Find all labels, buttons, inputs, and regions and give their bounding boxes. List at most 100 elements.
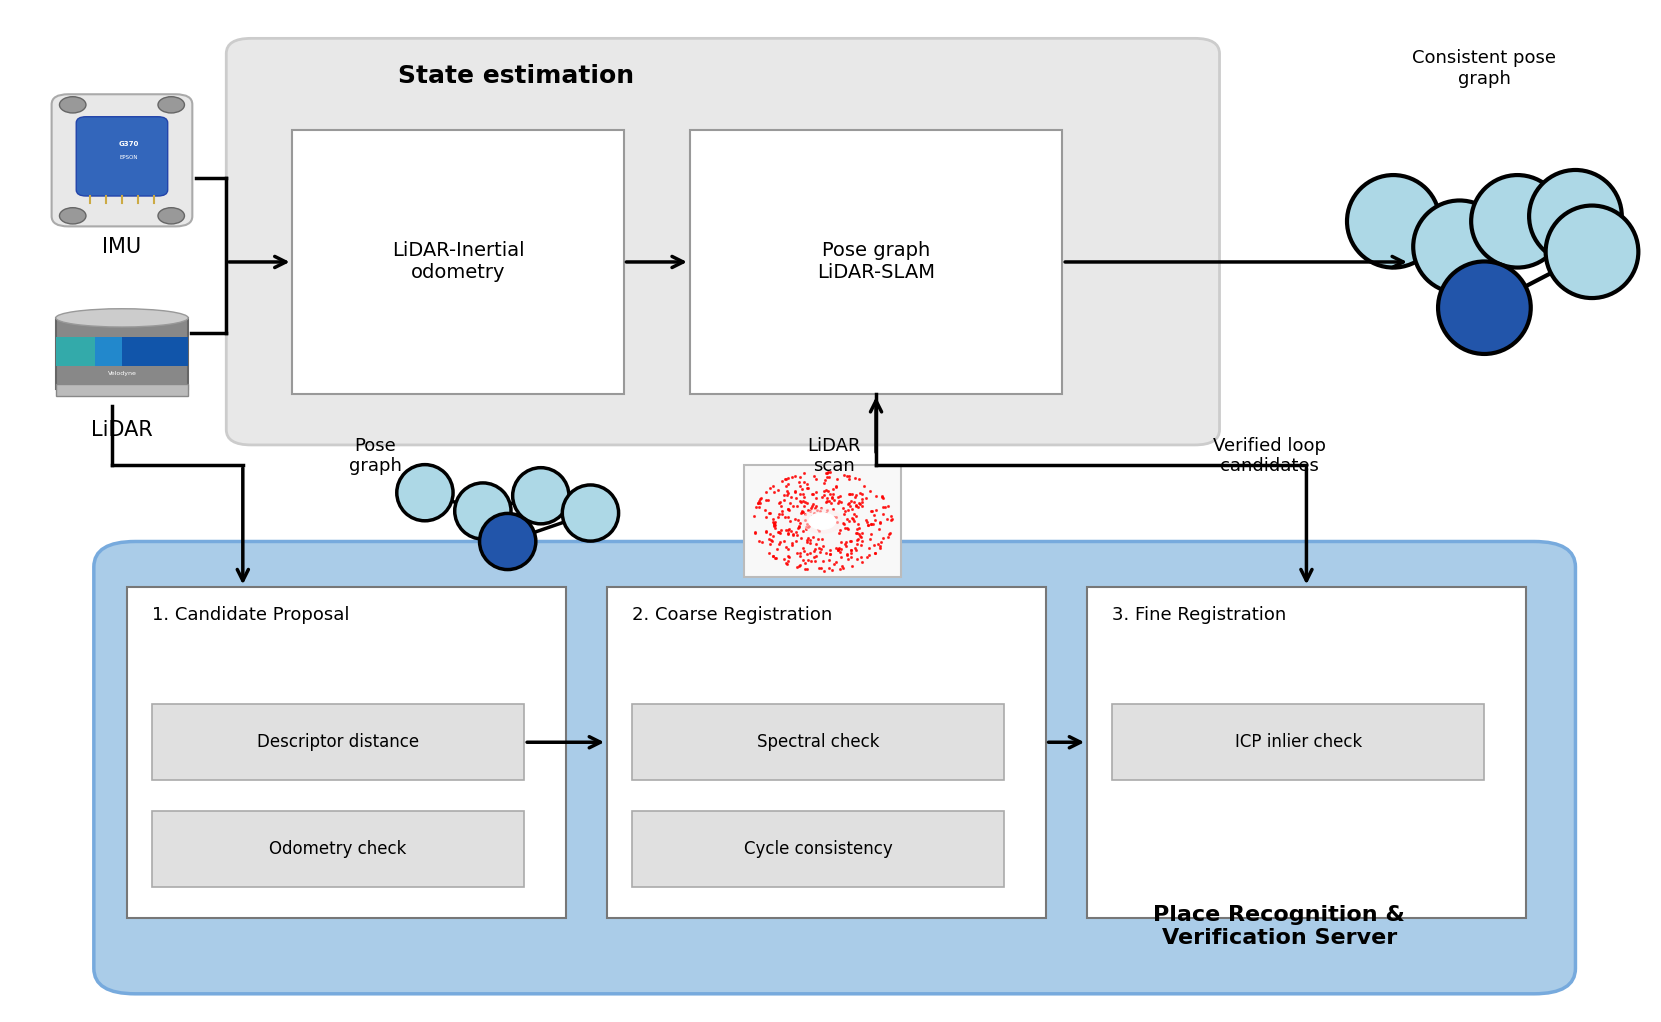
Point (777, 489, 804, 505)
Text: 2. Coarse Registration: 2. Coarse Registration (631, 605, 832, 623)
Point (870, 490, 897, 506)
Point (774, 485, 801, 502)
Point (799, 508, 826, 524)
Point (797, 553, 824, 569)
Point (872, 499, 899, 515)
Point (797, 503, 824, 519)
Point (807, 541, 834, 557)
FancyBboxPatch shape (744, 465, 900, 577)
Point (744, 495, 771, 511)
Point (814, 490, 840, 506)
Point (797, 513, 824, 529)
Point (819, 489, 845, 505)
Point (869, 487, 895, 504)
Point (791, 474, 817, 491)
FancyBboxPatch shape (56, 384, 188, 397)
Point (822, 554, 849, 570)
Point (752, 492, 779, 508)
Point (834, 468, 860, 484)
Point (764, 481, 791, 498)
Point (802, 541, 829, 557)
Point (799, 500, 826, 516)
Point (806, 523, 832, 540)
Point (782, 533, 809, 550)
Point (772, 521, 799, 538)
Point (806, 560, 832, 576)
Point (869, 489, 895, 505)
Point (787, 505, 814, 521)
Point (801, 510, 827, 526)
Point (849, 494, 875, 510)
Point (827, 541, 854, 557)
Point (761, 516, 787, 532)
Point (844, 551, 870, 567)
FancyBboxPatch shape (292, 130, 623, 394)
Point (849, 549, 875, 565)
Point (794, 480, 821, 497)
Point (787, 545, 814, 561)
Point (752, 509, 779, 525)
Point (746, 499, 772, 515)
Point (787, 477, 814, 494)
Point (784, 526, 811, 543)
Point (832, 535, 859, 551)
FancyBboxPatch shape (93, 542, 1575, 993)
Ellipse shape (513, 468, 570, 524)
Point (862, 502, 889, 518)
Circle shape (60, 97, 86, 113)
Point (802, 500, 829, 516)
Point (756, 525, 782, 542)
Text: 1. Candidate Proposal: 1. Candidate Proposal (151, 605, 349, 623)
Point (792, 555, 819, 571)
Point (766, 494, 792, 510)
Point (850, 477, 877, 494)
Point (776, 502, 802, 518)
Point (822, 540, 849, 556)
Point (826, 541, 852, 557)
Circle shape (158, 97, 184, 113)
Point (812, 506, 839, 522)
Point (757, 531, 784, 548)
Point (870, 506, 897, 522)
Point (847, 485, 874, 502)
Point (814, 469, 840, 485)
Point (816, 464, 842, 480)
Point (766, 495, 792, 511)
Point (767, 535, 794, 551)
Text: Pose
graph: Pose graph (349, 436, 402, 475)
Point (772, 509, 799, 525)
Point (875, 528, 902, 545)
Point (801, 510, 827, 526)
Point (774, 553, 801, 569)
Point (859, 515, 885, 531)
Point (830, 506, 857, 522)
Point (834, 546, 860, 562)
Point (816, 469, 842, 485)
Text: G370: G370 (120, 141, 140, 147)
Point (845, 526, 872, 543)
Point (797, 545, 824, 561)
Point (834, 496, 860, 512)
FancyBboxPatch shape (631, 704, 1005, 781)
Point (855, 547, 882, 563)
Point (864, 487, 890, 504)
Point (845, 499, 872, 515)
Point (779, 538, 806, 554)
Point (845, 495, 872, 511)
Point (801, 468, 827, 484)
Point (789, 552, 816, 568)
Point (840, 511, 867, 527)
Point (797, 535, 824, 551)
Point (811, 514, 837, 530)
Point (786, 548, 812, 564)
Point (809, 514, 835, 530)
Point (801, 510, 827, 526)
Point (752, 483, 779, 500)
Point (821, 509, 847, 525)
Point (826, 493, 852, 509)
Point (877, 512, 904, 528)
Point (842, 489, 869, 505)
Point (776, 526, 802, 543)
Point (791, 495, 817, 511)
Point (821, 501, 847, 517)
